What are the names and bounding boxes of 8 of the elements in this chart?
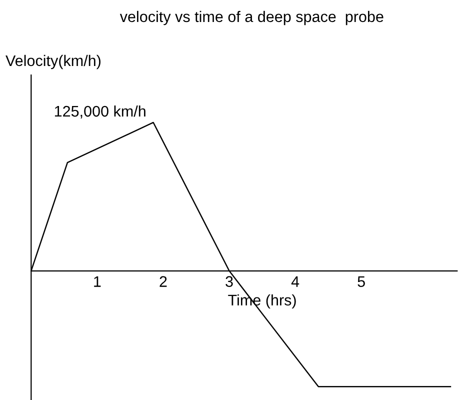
y-axis-title: Velocity(km/h): [6, 54, 100, 70]
x-tick-label: 3: [226, 276, 233, 287]
x-tick-label: 5: [358, 276, 365, 287]
chart-title: velocity vs time of a deep space probe: [120, 10, 384, 26]
x-tick-label: 2: [160, 276, 167, 287]
x-tick-label: 1: [94, 276, 101, 287]
x-tick-label: 4: [291, 276, 300, 287]
text: 125,000 km/h: [54, 105, 146, 118]
